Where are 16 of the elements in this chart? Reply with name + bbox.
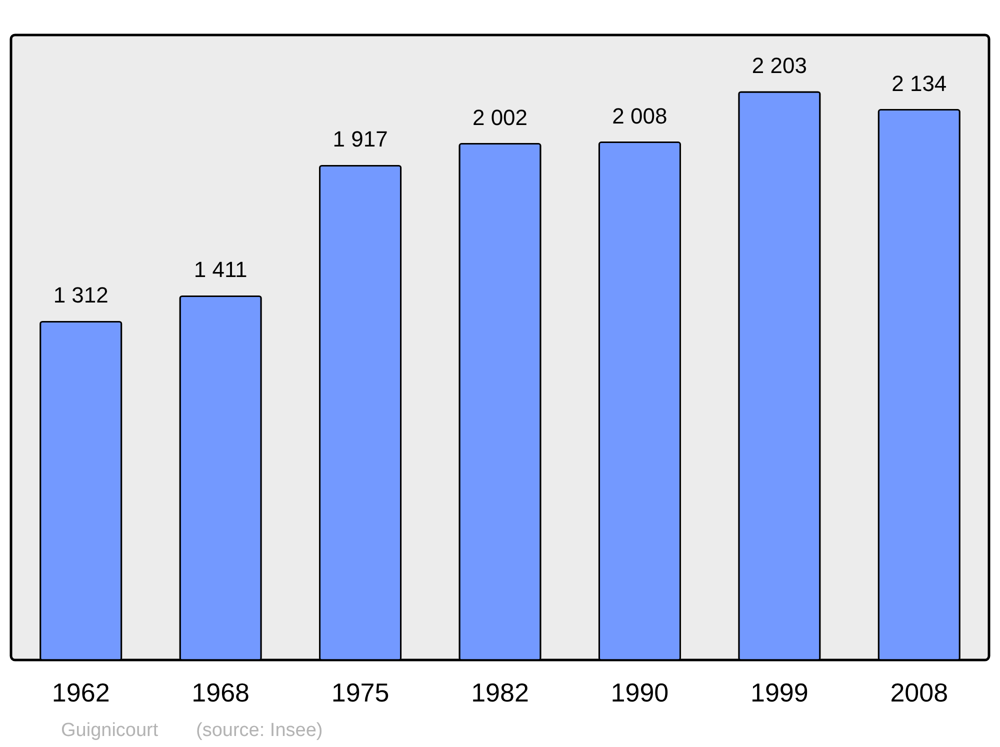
data-label: 1 312 bbox=[53, 282, 108, 308]
data-label: 2 134 bbox=[892, 70, 947, 96]
data-label: 2 002 bbox=[472, 104, 528, 130]
x-tick-label: 1975 bbox=[331, 678, 390, 708]
x-tick-label: 2008 bbox=[890, 678, 948, 708]
data-label: 2 008 bbox=[612, 103, 668, 128]
data-label: 1 411 bbox=[194, 257, 248, 282]
x-tick-label: 1990 bbox=[610, 678, 669, 708]
text: Guignicourt bbox=[61, 720, 159, 741]
x-tick-label: 1982 bbox=[471, 678, 529, 708]
data-label: 2 203 bbox=[752, 52, 807, 78]
x-tick-label: 1962 bbox=[52, 678, 110, 708]
x-tick-label: 1968 bbox=[192, 678, 250, 708]
text: (source: Insee) bbox=[196, 720, 323, 741]
data-label: 1 917 bbox=[332, 126, 388, 152]
x-tick-label: 1999 bbox=[750, 678, 808, 708]
